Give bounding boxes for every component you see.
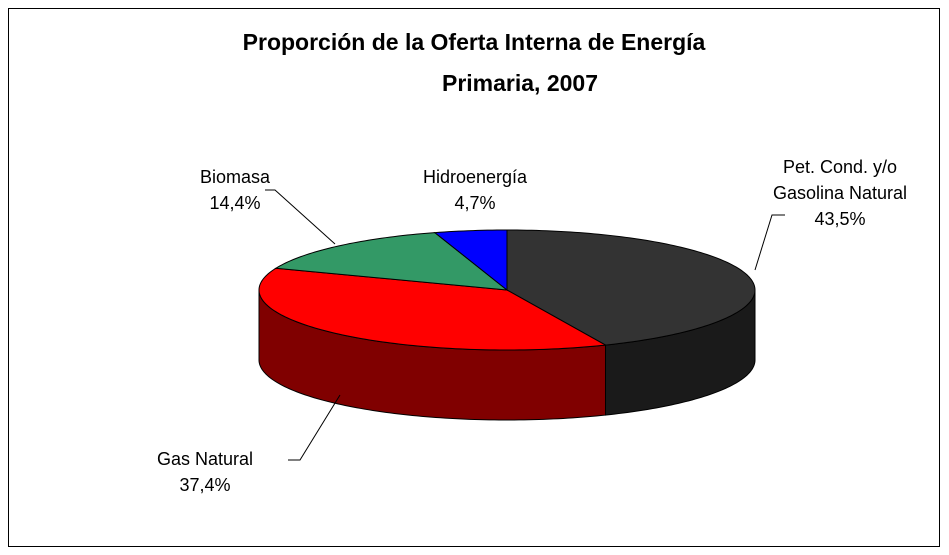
slice-name: Pet. Cond. y/o Gasolina Natural (772, 157, 908, 203)
pie (258, 229, 756, 421)
slice-value: 37,4% (179, 475, 231, 495)
leader-line (265, 189, 336, 245)
pie-slice (506, 229, 756, 346)
pie-slice (258, 267, 608, 351)
slice-value: 43,5% (814, 209, 866, 229)
leader-line (288, 394, 341, 461)
slice-label: Hidroenergía 4,7% (410, 164, 540, 216)
slice-name: Biomasa (199, 167, 271, 187)
chart-title: Proporción de la Oferta Interna de Energ… (243, 29, 706, 55)
slice-label: Gas Natural 37,4% (135, 446, 275, 498)
pie-slice (274, 232, 509, 291)
leader-lines (265, 189, 785, 461)
slice-name: Gas Natural (156, 449, 254, 469)
slice-name: Hidroenergía (422, 167, 528, 187)
chart-title: Primaria, 2007 (442, 70, 598, 96)
slice-label: Pet. Cond. y/o Gasolina Natural 43,5% (772, 154, 908, 232)
leader-line (754, 214, 785, 271)
slice-value: 4,7% (454, 193, 496, 213)
slice-value: 14,4% (209, 193, 261, 213)
pie-slice (433, 229, 508, 292)
slice-label: Biomasa 14,4% (180, 164, 290, 216)
